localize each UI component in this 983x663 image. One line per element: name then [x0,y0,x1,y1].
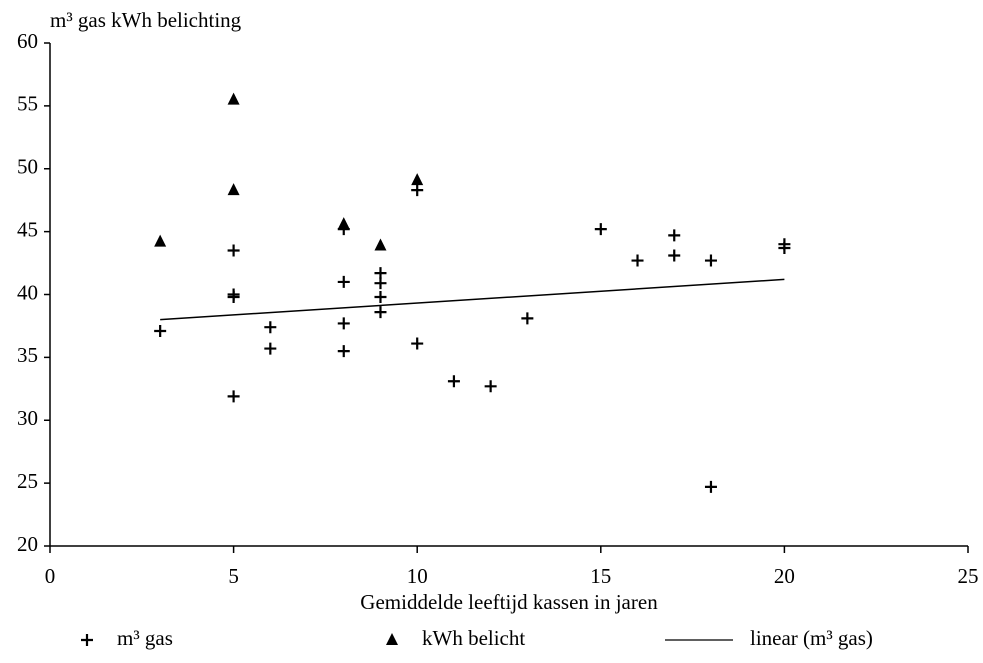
point [668,229,681,242]
point [374,291,387,304]
point [521,312,534,325]
point [337,317,350,330]
point [704,254,717,267]
point [668,249,681,262]
y-tick-label: 55 [17,92,38,116]
trend-line [160,278,785,321]
y-tick-label: 60 [17,29,38,53]
point [337,217,350,230]
y-tick-label: 50 [17,155,38,179]
point [411,337,424,350]
point [374,238,387,251]
y-tick-label: 30 [17,406,38,430]
legend-label: m³ gas [117,626,173,650]
point [227,92,240,105]
point [631,254,644,267]
point [447,375,460,388]
point [374,306,387,319]
y-tick-label: 40 [17,280,38,304]
x-tick-label: 10 [407,564,428,588]
x-tick-label: 15 [590,564,611,588]
y-tick-label: 35 [17,343,38,367]
x-tick-label: 20 [774,564,795,588]
x-tick-label: 5 [228,564,239,588]
point [411,173,424,186]
legend-label: linear (m³ gas) [750,626,873,650]
point [264,342,277,355]
legend-marker [386,633,398,645]
point [704,480,717,493]
point [594,223,607,236]
point [411,184,424,197]
x-tick-label: 25 [958,564,979,588]
point [154,234,167,247]
x-tick-label: 0 [45,564,56,588]
point [778,241,791,254]
point [337,275,350,288]
point [374,267,387,280]
point [227,244,240,257]
point [484,380,497,393]
point [264,321,277,334]
y-tick-label: 25 [17,469,38,493]
point [227,291,240,304]
legend-label: kWh belicht [422,626,525,650]
point [154,324,167,337]
legend-marker [81,634,93,646]
x-axis-label: Gemiddelde leeftijd kassen in jaren [360,590,658,614]
point [227,183,240,196]
point [337,345,350,358]
point [374,277,387,290]
point [227,390,240,403]
y-tick-label: 20 [17,532,38,556]
y-axis-label: m³ gas kWh belichting [50,8,242,32]
y-tick-label: 45 [17,217,38,241]
